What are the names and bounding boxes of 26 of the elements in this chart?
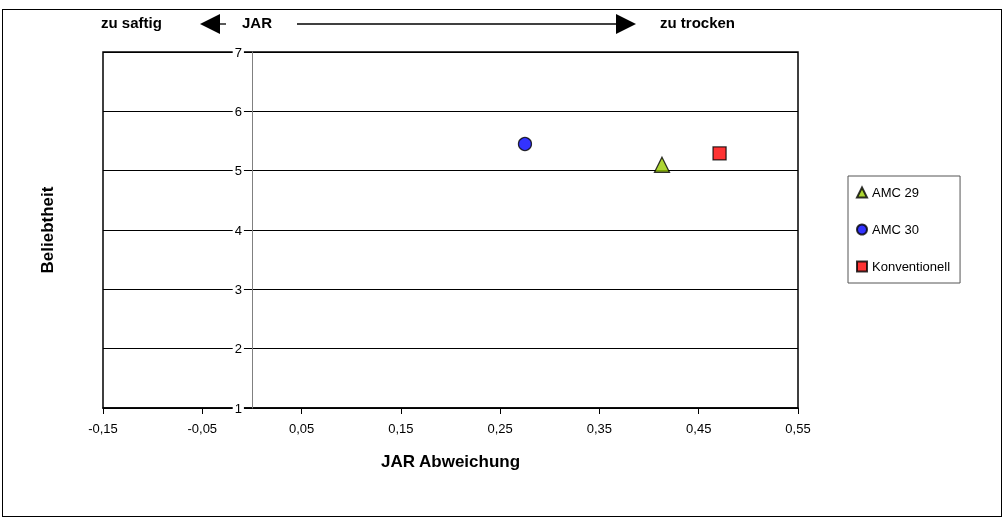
y-tick-label: 5: [234, 163, 242, 179]
y-tick-label: 2: [234, 341, 242, 357]
text: JAR: [242, 14, 273, 31]
y-tick-label: 1: [234, 400, 242, 416]
legend-label: Konventionell: [872, 259, 951, 274]
text: zu trocken: [660, 14, 736, 31]
legend-label: AMC 30: [872, 222, 919, 237]
y-tick-label: 4: [234, 222, 242, 238]
x-tick-label: -0,15: [88, 421, 118, 436]
x-tick-label: 0,05: [288, 421, 315, 436]
y-tick-label: 6: [234, 103, 242, 119]
x-tick-label: 0,25: [487, 421, 513, 436]
y-tick-label: 3: [234, 281, 242, 297]
x-tick-label: 0,45: [686, 421, 712, 436]
x-tick-label: -0,05: [187, 421, 218, 436]
text: zu saftig: [101, 14, 162, 31]
point: [653, 156, 671, 173]
point: [712, 146, 727, 161]
y-tick-label: 7: [234, 44, 242, 60]
point: [517, 136, 533, 152]
x-axis-title: JAR Abweichung: [380, 452, 521, 471]
x-tick-label: 0,15: [388, 421, 414, 436]
y-axis-title: Beliebtheit: [38, 186, 57, 274]
x-tick-label: 0,55: [785, 421, 811, 436]
x-tick-label: 0,35: [586, 421, 613, 436]
legend-label: AMC 29: [872, 185, 919, 200]
